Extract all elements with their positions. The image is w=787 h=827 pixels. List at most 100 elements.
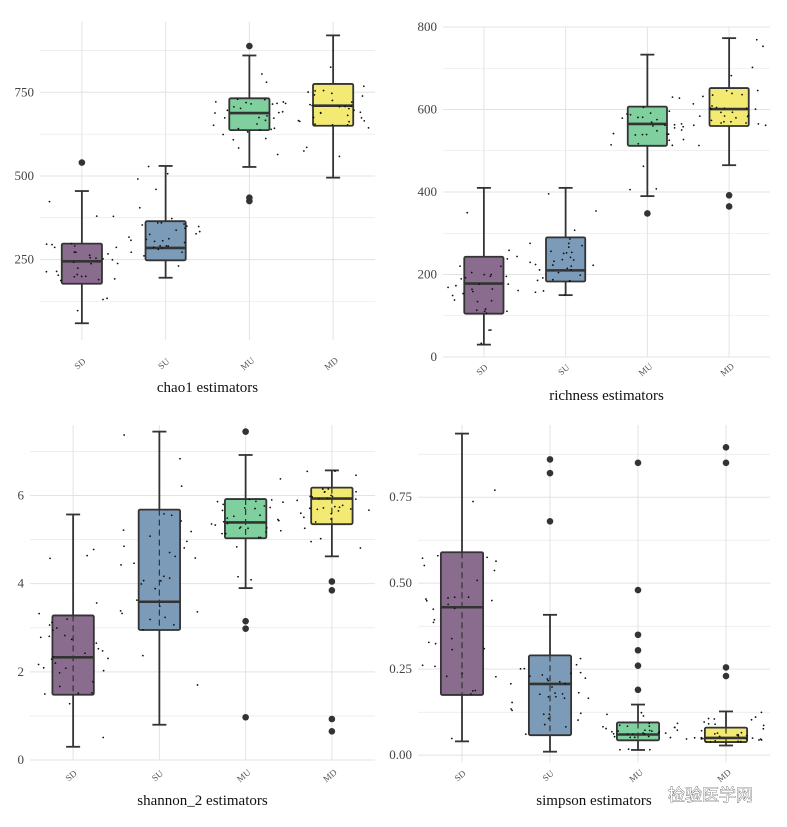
jitter-point [167, 245, 170, 247]
jitter-point [459, 265, 461, 268]
jitter-point [162, 575, 165, 578]
jitter-point [333, 505, 336, 508]
jitter-point [97, 278, 100, 281]
box-sd [45, 159, 119, 325]
jitter-point [77, 692, 80, 695]
jitter-point [250, 578, 252, 581]
jitter-point [478, 283, 480, 286]
jitter-point [720, 111, 722, 114]
jitter-point [567, 242, 570, 245]
jitter-point [239, 107, 242, 110]
jitter-point [490, 273, 493, 276]
jitter-point [667, 133, 670, 136]
jitter-point [184, 227, 186, 230]
jitter-point [564, 725, 567, 728]
jitter-point [536, 279, 539, 282]
jitter-point [710, 108, 713, 111]
jitter-point [701, 95, 704, 98]
x-tick-label: MD [321, 767, 339, 784]
jitter-point [113, 278, 116, 280]
y-tick-label: 0.75 [389, 489, 412, 504]
jitter-point [554, 692, 556, 694]
jitter-point [595, 210, 597, 212]
x-tick-label: MU [627, 767, 645, 784]
jitter-point [152, 246, 155, 249]
jitter-point [592, 264, 595, 267]
jitter-point [123, 545, 125, 548]
jitter-point [90, 262, 92, 265]
jitter-point [361, 95, 364, 97]
jitter-point [95, 215, 98, 218]
y-tick-label: 200 [418, 267, 438, 282]
jitter-point [432, 621, 435, 624]
jitter-point [606, 713, 608, 716]
jitter-point [55, 270, 58, 273]
x-tick-label: MU [235, 767, 253, 784]
jitter-point [629, 113, 632, 116]
jitter-point [495, 560, 497, 563]
jitter-point [547, 193, 550, 195]
y-tick-label: 2 [18, 664, 25, 679]
jitter-point [166, 172, 169, 175]
jitter-point [612, 732, 615, 735]
jitter-point [558, 680, 561, 683]
jitter-point [617, 730, 620, 732]
jitter-point [563, 294, 566, 296]
jitter-point [270, 128, 273, 131]
jitter-point [500, 265, 502, 268]
y-tick-label: 0.25 [389, 661, 412, 676]
x-tick-label: SU [540, 768, 556, 783]
jitter-point [613, 735, 616, 738]
y-tick-label: 750 [15, 84, 35, 99]
outlier-point [725, 203, 733, 210]
outlier-point [722, 444, 730, 451]
jitter-point [259, 514, 261, 517]
jitter-point [538, 269, 541, 271]
jitter-point [493, 489, 496, 491]
jitter-point [568, 279, 571, 282]
y-tick-label: 0.00 [389, 747, 412, 762]
jitter-point [572, 259, 575, 261]
y-tick-label: 0 [431, 349, 438, 364]
jitter-point [471, 288, 473, 291]
jitter-point [153, 240, 156, 243]
jitter-point [737, 734, 740, 737]
jitter-point [159, 244, 162, 247]
jitter-point [548, 713, 551, 716]
jitter-point [490, 299, 493, 302]
jitter-point [279, 477, 282, 480]
jitter-point [154, 587, 157, 590]
jitter-point [698, 144, 700, 147]
jitter-point [334, 470, 336, 473]
outlier-point [546, 517, 554, 525]
jitter-point [648, 722, 651, 725]
jitter-point [587, 697, 590, 700]
jitter-point [59, 279, 62, 282]
jitter-point [73, 245, 76, 247]
jitter-point [314, 521, 317, 523]
jitter-point [673, 126, 676, 129]
jitter-point [264, 119, 267, 122]
jitter-point [195, 232, 198, 235]
jitter-point [725, 89, 728, 92]
jitter-point [255, 500, 257, 503]
outlier-point [634, 662, 642, 670]
jitter-point [720, 122, 722, 124]
jitter-point [605, 727, 607, 730]
jitter-point [112, 215, 115, 218]
jitter-point [510, 708, 513, 710]
jitter-point [362, 85, 365, 88]
watermark-text: 检验医学网 [668, 786, 753, 806]
jitter-point [631, 733, 634, 736]
jitter-point [472, 290, 474, 293]
jitter-point [678, 97, 681, 100]
jitter-point [346, 114, 349, 117]
jitter-point [509, 682, 512, 685]
jitter-point [475, 309, 478, 312]
jitter-point [258, 116, 260, 119]
jitter-point [223, 117, 226, 119]
jitter-point [673, 726, 676, 729]
jitter-point [669, 736, 672, 739]
jitter-point [367, 127, 370, 129]
